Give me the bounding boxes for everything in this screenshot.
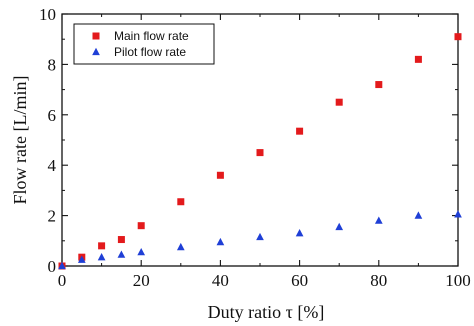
pilot-flow-point: [295, 229, 304, 237]
main-flow-point: [137, 222, 145, 230]
legend-label: Pilot flow rate: [114, 45, 186, 59]
pilot-flow-point: [97, 252, 106, 261]
pilot-flow-point: [176, 242, 185, 251]
legend-square-marker: [92, 32, 100, 40]
ticks: 0 20 40 60 80 100 0 2 4 6 8 10: [39, 5, 471, 290]
data-points: [58, 33, 462, 270]
x-axis-label: Duty ratio τ [%]: [208, 302, 325, 322]
x-tick-label: 0: [58, 271, 67, 290]
main-flow-point: [375, 81, 383, 89]
main-flow-point: [98, 242, 106, 250]
x-tick-label: 100: [445, 271, 471, 290]
main-flow-point: [256, 149, 264, 157]
legend: Main flow rate Pilot flow rate: [73, 23, 215, 65]
main-flow-point: [335, 98, 343, 106]
pilot-flow-point: [454, 210, 462, 218]
y-axis-label: Flow rate [L/min]: [10, 76, 30, 205]
y-tick-label: 2: [48, 207, 57, 226]
pilot-flow-point: [58, 261, 66, 270]
y-tick-label: 6: [48, 106, 57, 125]
legend-label: Main flow rate: [114, 29, 189, 43]
main-flow-point: [117, 236, 125, 244]
x-tick-label: 20: [133, 271, 150, 290]
y-tick-label: 10: [39, 5, 56, 24]
x-tick-label: 40: [212, 271, 229, 290]
pilot-flow-point: [374, 216, 383, 224]
legend-triangle-marker: [92, 47, 100, 56]
main-flow-point: [216, 171, 224, 179]
pilot-flow-point: [117, 250, 126, 258]
main-flow-point: [177, 198, 185, 206]
x-tick-label: 80: [370, 271, 387, 290]
pilot-flow-point: [216, 237, 225, 246]
main-flow-point: [454, 33, 462, 41]
pilot-flow-point: [77, 255, 86, 263]
main-flow-point: [296, 127, 304, 135]
x-tick-label: 60: [291, 271, 308, 290]
pilot-flow-point: [137, 247, 146, 256]
main-flow-point: [414, 55, 422, 63]
y-tick-label: 0: [48, 257, 57, 276]
legend-box: [73, 23, 215, 65]
pilot-flow-point: [335, 222, 344, 231]
y-tick-label: 8: [48, 55, 57, 74]
pilot-flow-point: [256, 232, 264, 241]
pilot-flow-point: [414, 211, 423, 219]
y-tick-label: 4: [48, 156, 57, 175]
